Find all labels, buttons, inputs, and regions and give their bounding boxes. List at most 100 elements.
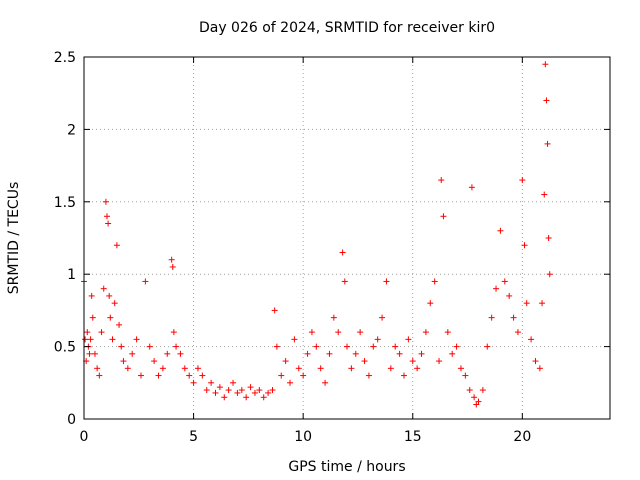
data-point	[225, 387, 232, 394]
data-point	[536, 365, 543, 372]
data-point	[348, 365, 355, 372]
data-point	[544, 140, 551, 147]
data-point	[510, 314, 517, 321]
data-point	[137, 372, 144, 379]
data-point	[341, 278, 348, 285]
data-point	[488, 314, 495, 321]
data-point	[444, 329, 451, 336]
data-point	[471, 394, 478, 401]
plot-frame	[83, 56, 611, 420]
data-point	[528, 336, 535, 343]
data-point	[269, 387, 276, 394]
data-point	[113, 242, 120, 249]
y-tick-label: 0.5	[54, 340, 76, 356]
data-point	[105, 220, 112, 227]
data-point	[116, 321, 123, 328]
data-point	[208, 379, 215, 386]
data-point	[271, 307, 278, 314]
data-point	[221, 394, 228, 401]
data-point	[102, 198, 109, 205]
data-point	[484, 343, 491, 350]
data-point	[124, 365, 131, 372]
data-point	[532, 358, 539, 365]
data-point	[91, 350, 98, 357]
data-point	[199, 372, 206, 379]
data-point	[287, 379, 294, 386]
data-point	[344, 343, 350, 350]
data-point	[168, 256, 175, 263]
data-point	[514, 329, 521, 336]
data-point	[339, 249, 346, 256]
data-point	[88, 292, 95, 299]
data-point	[304, 350, 311, 357]
x-tick-label: 0	[80, 429, 89, 445]
data-point	[159, 365, 166, 372]
y-axis-label: SRMTID / TECUs	[6, 182, 22, 295]
data-point	[155, 372, 162, 379]
x-tick-label: 20	[513, 429, 531, 445]
data-point	[379, 314, 386, 321]
data-point	[106, 292, 113, 299]
data-point	[326, 350, 333, 357]
data-point	[322, 379, 329, 386]
axis-ticks	[83, 56, 610, 420]
data-point	[396, 350, 403, 357]
data-point	[265, 389, 272, 396]
data-point	[438, 177, 445, 184]
data-point	[194, 365, 201, 372]
data-point	[418, 350, 425, 357]
data-point	[400, 372, 407, 379]
data-point	[212, 389, 219, 396]
data-point	[94, 365, 101, 372]
data-point	[352, 350, 359, 357]
data-point	[462, 372, 469, 379]
data-point	[273, 343, 280, 350]
data-point	[251, 389, 258, 396]
data-point	[335, 329, 342, 336]
data-point	[409, 358, 416, 365]
data-point	[282, 358, 289, 365]
data-point	[501, 278, 508, 285]
data-point	[133, 336, 140, 343]
data-point	[436, 358, 443, 365]
tick-labels: 0 5 10 15 20 0 0.5 1 1.5 2 2.5	[54, 50, 532, 445]
data-point	[129, 350, 136, 357]
data-point	[109, 336, 116, 343]
data-point	[546, 271, 553, 278]
data-point	[186, 372, 193, 379]
data-point	[383, 278, 390, 285]
data-point	[479, 387, 486, 394]
data-point	[169, 263, 176, 270]
data-point	[96, 372, 103, 379]
data-point	[539, 300, 546, 307]
data-point	[177, 350, 184, 357]
data-point	[392, 343, 399, 350]
data-point	[545, 235, 552, 241]
data-point	[98, 329, 105, 336]
data-point	[374, 336, 381, 343]
data-point	[541, 191, 548, 198]
data-point	[427, 300, 434, 307]
data-point	[330, 314, 337, 321]
y-tick-label: 1.5	[54, 195, 76, 211]
y-tick-label: 2	[67, 122, 76, 138]
data-point	[313, 343, 320, 350]
data-point	[190, 379, 197, 386]
x-tick-label: 15	[404, 429, 422, 445]
data-point	[89, 314, 96, 321]
data-point	[291, 336, 298, 343]
data-point	[107, 314, 114, 321]
x-tick-label: 10	[294, 429, 312, 445]
data-point	[387, 365, 394, 372]
data-points	[81, 61, 553, 408]
data-point	[181, 365, 188, 372]
data-point	[466, 387, 473, 394]
data-point	[523, 300, 530, 307]
data-point	[87, 336, 94, 343]
data-point	[308, 329, 315, 336]
data-point	[146, 343, 153, 350]
x-axis-label: GPS time / hours	[288, 459, 405, 475]
data-point	[405, 336, 412, 343]
data-point	[118, 343, 125, 350]
